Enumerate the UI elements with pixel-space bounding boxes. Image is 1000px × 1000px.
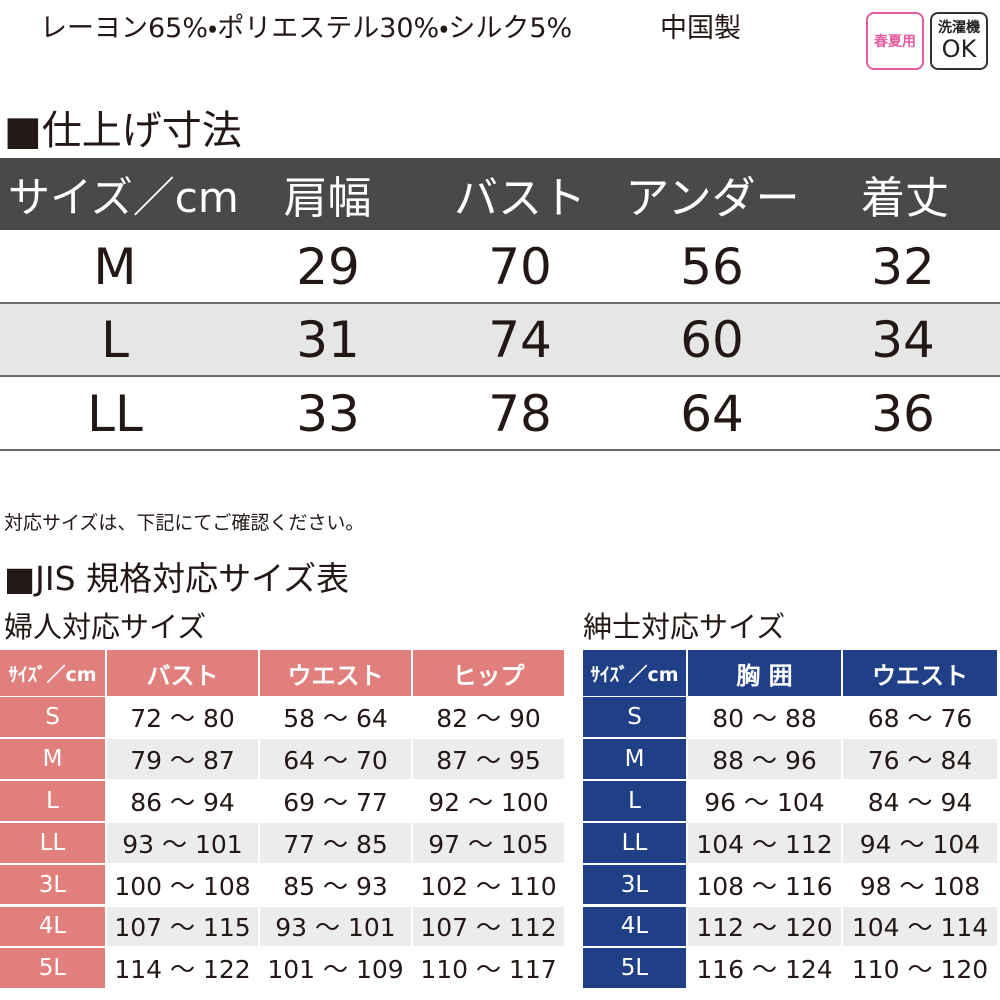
jis-size-cell: L <box>0 780 105 821</box>
men-title: 紳士対応サイズ <box>583 610 786 644</box>
jis-cell: 85 ～ 93 <box>260 864 411 905</box>
jis-header-cell: ウエスト <box>843 650 997 696</box>
jis-size-cell: 5L <box>583 948 686 989</box>
jis-cell: 98 ～ 108 <box>843 864 997 905</box>
jis-header-cell: ｻｲｽﾞ／cm <box>0 650 105 696</box>
finished-cell: 32 <box>871 237 935 296</box>
jis-size-cell: 5L <box>0 948 105 989</box>
jis-cell: 80 ～ 88 <box>688 697 841 737</box>
jis-cell: 107 ～ 112 <box>413 906 564 947</box>
finished-cell: M <box>93 237 137 296</box>
jis-cell: 93 ～ 101 <box>260 906 411 947</box>
jis-header-cell: ウエスト <box>260 650 411 696</box>
jis-cell: 76 ～ 84 <box>843 738 997 779</box>
header-cell: 肩幅 <box>283 173 372 224</box>
jis-cell: 64 ～ 70 <box>260 738 411 779</box>
jis-cell: 94 ～ 104 <box>843 822 997 863</box>
jis-cell: 82 ～ 90 <box>413 697 564 737</box>
jis-cell: 86 ～ 94 <box>107 780 258 821</box>
jis-cell: 96 ～ 104 <box>688 780 841 821</box>
jis-size-cell: S <box>583 697 686 737</box>
jis-cell: 87 ～ 95 <box>413 738 564 779</box>
jis-header-cell: 胸 囲 <box>688 650 841 696</box>
wash-bottom: OK <box>941 35 977 63</box>
jis-cell: 58 ～ 64 <box>260 697 411 737</box>
wash-top: 洗濯機 <box>938 20 980 36</box>
jis-cell: 77 ～ 85 <box>260 822 411 863</box>
jis-size-cell: L <box>583 780 686 821</box>
jis-size-cell: M <box>583 738 686 779</box>
finished-cell: L <box>101 311 129 370</box>
jis-size-cell: S <box>0 697 105 737</box>
jis-cell: 69 ～ 77 <box>260 780 411 821</box>
jis-title: ■JIS 規格対応サイズ表 <box>4 559 350 598</box>
women-title: 婦人対応サイズ <box>4 610 207 644</box>
origin: 中国製 <box>660 13 741 44</box>
jis-size-cell: LL <box>0 822 105 863</box>
finished-cell: 70 <box>488 237 552 296</box>
jis-header-cell: バスト <box>107 650 258 696</box>
jis-cell: 107 ～ 115 <box>107 906 258 947</box>
row-bg <box>0 303 1000 377</box>
jis-cell: 112 ～ 120 <box>688 906 841 947</box>
finished-cell: 78 <box>488 384 552 443</box>
jis-cell: 88 ～ 96 <box>688 738 841 779</box>
material: レーヨン65%・ポリエステル30%・シルク5% <box>40 13 573 44</box>
header-cell: アンダー <box>625 173 800 224</box>
jis-cell: 110 ～ 117 <box>413 948 564 989</box>
jis-size-cell: 3L <box>0 864 105 905</box>
jis-cell: 72 ～ 80 <box>107 697 258 737</box>
jis-cell: 102 ～ 110 <box>413 864 564 905</box>
finished-cell: 29 <box>296 237 360 296</box>
finished-cell: 64 <box>680 384 744 443</box>
jis-size-cell: M <box>0 738 105 779</box>
jis-cell: 100 ～ 108 <box>107 864 258 905</box>
jis-size-cell: 4L <box>0 906 105 947</box>
header-cell: バスト <box>454 173 586 224</box>
jis-cell: 114 ～ 122 <box>107 948 258 989</box>
season-text: 春夏用 <box>874 34 916 50</box>
finished-cell: 56 <box>680 237 744 296</box>
finished-cell: 36 <box>871 384 935 443</box>
finished-cell: 34 <box>871 311 935 370</box>
jis-cell: 84 ～ 94 <box>843 780 997 821</box>
jis-cell: 104 ～ 112 <box>688 822 841 863</box>
jis-cell: 97 ～ 105 <box>413 822 564 863</box>
jis-cell: 93 ～ 101 <box>107 822 258 863</box>
jis-cell: 92 ～ 100 <box>413 780 564 821</box>
row-bg <box>0 230 1000 304</box>
finished-title: ■仕上げ寸法 <box>4 108 242 154</box>
jis-cell: 101 ～ 109 <box>260 948 411 989</box>
finished-cell: 60 <box>680 311 744 370</box>
header-cell: サイズ／cm <box>8 172 239 222</box>
jis-header-cell: ヒップ <box>413 650 564 696</box>
season-badge: 春夏用 <box>866 12 924 70</box>
wash-badge: 洗濯機 OK <box>930 12 988 70</box>
finished-cell: 74 <box>488 311 552 370</box>
jis-cell: 68 ～ 76 <box>843 697 997 737</box>
jis-cell: 116 ～ 124 <box>688 948 841 989</box>
finished-cell: 33 <box>296 384 360 443</box>
jis-cell: 79 ～ 87 <box>107 738 258 779</box>
jis-size-cell: 4L <box>583 906 686 947</box>
jis-cell: 108 ～ 116 <box>688 864 841 905</box>
jis-size-cell: LL <box>583 822 686 863</box>
jis-size-cell: 3L <box>583 864 686 905</box>
header-cell: 着丈 <box>861 173 949 224</box>
jis-cell: 110 ～ 120 <box>843 948 997 989</box>
jis-cell: 104 ～ 114 <box>843 906 997 947</box>
finished-cell: 31 <box>296 311 360 370</box>
jis-header-cell: ｻｲｽﾞ／cm <box>583 650 686 696</box>
header-bar <box>0 158 1000 230</box>
row-bg <box>0 377 1000 451</box>
note: 対応サイズは、下記にてご確認ください。 <box>4 512 365 534</box>
finished-cell: LL <box>87 384 143 443</box>
